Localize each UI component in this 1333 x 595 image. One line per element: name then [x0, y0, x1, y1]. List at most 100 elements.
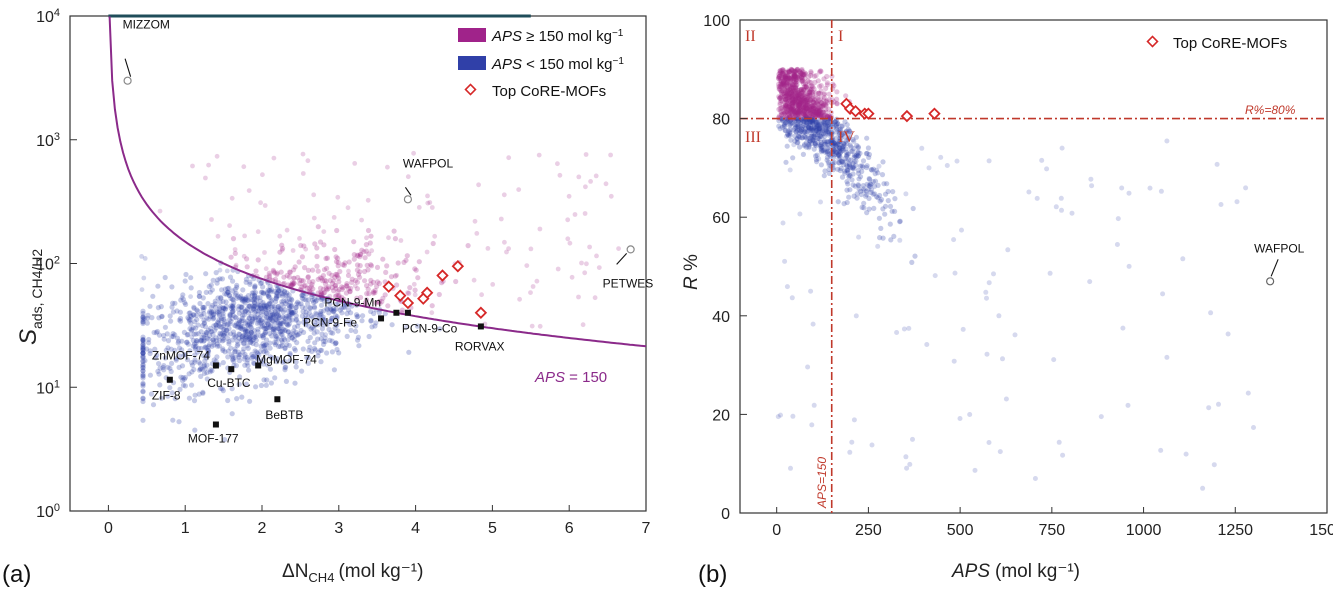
scatter-point [324, 305, 330, 311]
scatter-point [241, 298, 247, 304]
scatter-point [1005, 247, 1011, 253]
scatter-point [304, 355, 310, 361]
scatter-point [282, 358, 288, 364]
scatter-point [245, 357, 251, 363]
scatter-point [196, 391, 202, 397]
scatter-point [206, 162, 212, 168]
scatter-point [785, 72, 791, 78]
scatter-point [287, 358, 293, 364]
scatter-point [247, 281, 253, 287]
scatter-point [300, 278, 306, 284]
scatter-point [259, 323, 266, 329]
scatter-point [140, 375, 146, 381]
scatter-point [376, 310, 382, 316]
scatter-point [306, 285, 312, 291]
scatter-point [200, 295, 206, 301]
scatter-point [251, 334, 257, 340]
scatter-point [903, 191, 909, 197]
scatter-point [189, 362, 195, 368]
scatter-point [322, 335, 328, 341]
scatter-point [251, 290, 257, 296]
scatter-point [377, 301, 383, 307]
scatter-point [835, 121, 841, 127]
scatter-point [305, 301, 311, 307]
scatter-point [209, 329, 215, 335]
scatter-point [780, 220, 786, 226]
scatter-point [238, 325, 244, 331]
scatter-point [1098, 414, 1104, 420]
scatter-point [276, 320, 283, 327]
scatter-point [167, 365, 173, 371]
scatter-point [301, 296, 307, 302]
scatter-point [320, 273, 326, 279]
scatter-point [297, 236, 302, 241]
scatter-point [182, 278, 188, 284]
scatter-point [221, 316, 227, 322]
scatter-point [793, 68, 799, 74]
scatter-point [986, 280, 992, 286]
scatter-point [241, 356, 247, 362]
scatter-point [811, 108, 817, 114]
scatter-point [140, 334, 146, 340]
scatter-point [161, 336, 167, 342]
scatter-point [246, 188, 252, 194]
scatter-point [291, 280, 297, 286]
scatter-point [792, 68, 798, 74]
scatter-point [384, 263, 390, 269]
scatter-point [292, 380, 298, 386]
scatter-point [855, 170, 862, 176]
scatter-point [141, 316, 148, 322]
scatter-point [986, 158, 992, 164]
scatter-point [339, 305, 345, 311]
scatter-point [820, 103, 826, 109]
scatter-point [331, 367, 337, 373]
scatter-point [230, 303, 236, 309]
x-tick-label: 5 [488, 520, 497, 537]
scatter-point [347, 288, 353, 294]
scatter-point [795, 103, 802, 109]
scatter-point [376, 280, 382, 287]
scatter-point [909, 259, 915, 265]
scatter-point [280, 293, 286, 299]
scatter-point [293, 316, 299, 322]
scatter-point [286, 309, 292, 315]
scatter-point [244, 329, 250, 335]
scatter-point [888, 237, 894, 243]
y-tick-label: 102 [36, 255, 60, 274]
scatter-point [1034, 195, 1040, 201]
scatter-point [806, 100, 813, 106]
scatter-point [198, 329, 204, 335]
scatter-point [277, 322, 283, 328]
labeled-point-marker [166, 376, 173, 383]
scatter-point [277, 343, 283, 350]
scatter-point [278, 324, 284, 330]
scatter-point [863, 193, 869, 199]
scatter-point [239, 295, 245, 301]
scatter-point [357, 251, 363, 257]
scatter-point [796, 105, 802, 111]
scatter-point [333, 282, 339, 289]
scatter-point [312, 299, 318, 305]
scatter-point [414, 323, 421, 329]
scatter-point [777, 68, 783, 74]
scatter-point [355, 337, 361, 343]
scatter-point [169, 334, 175, 340]
scatter-point [972, 467, 978, 473]
scatter-point [253, 337, 259, 343]
quadrant-label-iii: III [745, 129, 761, 146]
scatter-point [1206, 405, 1212, 411]
scatter-point [293, 317, 299, 323]
scatter-point [241, 164, 247, 170]
scatter-point [838, 135, 844, 141]
scatter-point [812, 102, 818, 109]
scatter-point [823, 125, 829, 131]
scatter-point [411, 150, 416, 156]
scatter-point [286, 321, 292, 327]
scatter-point [168, 318, 174, 324]
scatter-point [232, 314, 238, 320]
scatter-point [814, 111, 820, 117]
scatter-point [807, 105, 813, 111]
scatter-point [375, 299, 382, 305]
scatter-point [255, 257, 261, 263]
